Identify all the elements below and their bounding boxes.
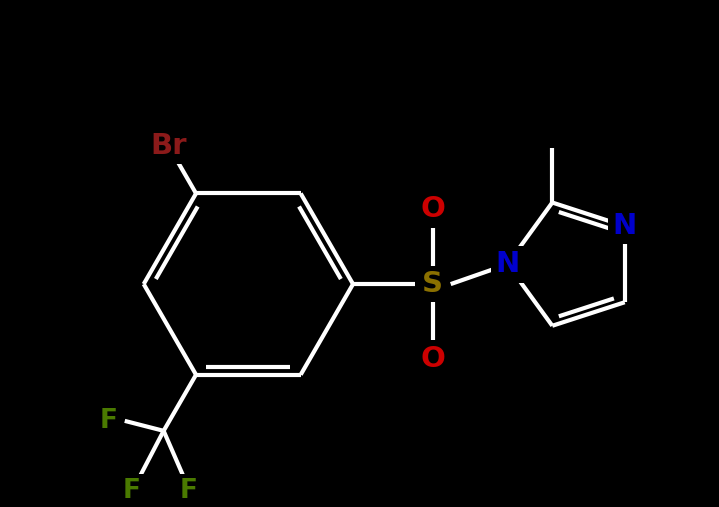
Text: F: F — [180, 478, 198, 503]
Text: S: S — [422, 270, 444, 298]
Text: O: O — [421, 195, 445, 223]
Text: O: O — [421, 345, 445, 373]
Text: N: N — [613, 212, 637, 240]
Text: F: F — [123, 478, 141, 503]
Text: F: F — [100, 408, 118, 434]
Text: Br: Br — [150, 132, 187, 160]
Text: N: N — [495, 250, 520, 278]
